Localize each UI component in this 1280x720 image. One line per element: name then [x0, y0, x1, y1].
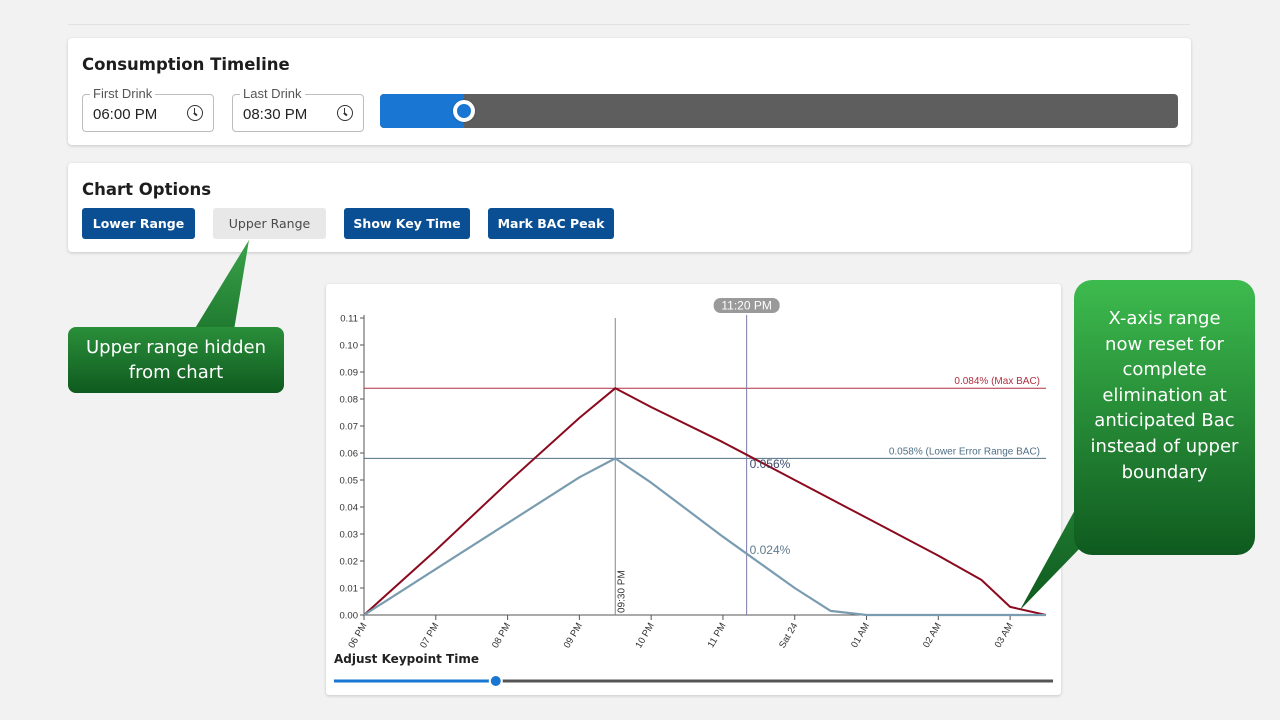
bac-chart: 0.00 0.01 0.02 0.03 0.04 0.05 0.06 0.07 0.08 0.09… [334, 298, 1053, 688]
key-time-badge-label: 11:20 PM [721, 299, 771, 313]
x-tick-label: 11 PM [706, 621, 729, 650]
y-tick-label: 0.04 [340, 503, 359, 514]
first-drink-field[interactable]: First Drink 06:00 PM [82, 86, 214, 132]
bac-chart-card: 0.00 0.01 0.02 0.03 0.04 0.05 0.06 0.07 0.08 0.09… [326, 284, 1061, 695]
reference-line-label: 0.058% (Lower Error Range BAC) [889, 446, 1040, 457]
x-tick-label: 07 PM [418, 621, 441, 650]
lower-range-button[interactable]: Lower Range [82, 208, 195, 239]
x-tick-label: 03 AM [993, 621, 1016, 650]
x-tick-label: 02 AM [921, 621, 944, 650]
keypoint-slider-label: Adjust Keypoint Time [334, 652, 479, 666]
x-tick-label: Sat 24 [777, 621, 800, 650]
reference-line-label: 0.084% (Max BAC) [954, 376, 1040, 387]
peak-time-label: 09:30 PM [616, 570, 627, 613]
mark-bac-peak-button[interactable]: Mark BAC Peak [488, 208, 614, 239]
consumption-timeline-card: Consumption Timeline First Drink 06:00 P… [68, 38, 1191, 145]
y-tick-label: 0.11 [340, 314, 358, 325]
x-axis-callout: X-axis range now reset for complete elim… [1074, 280, 1255, 555]
y-tick-label: 0.08 [340, 395, 359, 406]
y-tick-label: 0.09 [340, 368, 359, 379]
top-divider [68, 24, 1190, 25]
upper-range-button[interactable]: Upper Range [213, 208, 326, 239]
upper-range-callout-text: Upper range hidden from chart [85, 337, 267, 383]
y-tick-label: 0.01 [340, 584, 359, 595]
y-tick-label: 0.03 [340, 530, 359, 541]
first-drink-label: First Drink [90, 86, 156, 101]
series-line-lower-range [363, 457, 1046, 617]
x-axis-callout-text: X-axis range now reset for complete elim… [1090, 308, 1239, 483]
keypoint-slider-thumb[interactable] [488, 674, 503, 688]
x-tick-label: 09 PM [562, 621, 585, 650]
consumption-range-slider[interactable] [380, 94, 1178, 128]
y-tick-label: 0.07 [340, 422, 359, 433]
chart-options-card: Chart Options Lower Range Upper Range Sh… [68, 163, 1191, 252]
first-drink-value: 06:00 PM [93, 106, 158, 123]
upper-range-callout: Upper range hidden from chart [68, 327, 284, 393]
left-callout-pointer [194, 240, 249, 330]
series-line-max-bac [363, 387, 1047, 616]
y-tick-label: 0.02 [340, 557, 359, 568]
last-drink-field[interactable]: Last Drink 08:30 PM [232, 86, 364, 132]
key-value-label: 0.024% [750, 543, 791, 557]
show-key-time-button[interactable]: Show Key Time [344, 208, 470, 239]
consumption-timeline-title: Consumption Timeline [82, 55, 290, 74]
x-tick-label: 08 PM [490, 621, 513, 650]
last-drink-value: 08:30 PM [243, 106, 308, 123]
y-tick-label: 0.10 [340, 341, 359, 352]
x-tick-label: 06 PM [346, 621, 369, 650]
y-tick-label: 0.06 [340, 449, 359, 460]
slider-fill [380, 94, 464, 128]
clock-icon[interactable] [337, 105, 353, 121]
right-callout-pointer [1020, 508, 1082, 610]
y-tick-label: 0.00 [340, 611, 359, 622]
y-tick-label: 0.05 [340, 476, 359, 487]
clock-icon[interactable] [187, 105, 203, 121]
x-tick-label: 10 PM [633, 621, 656, 650]
slider-thumb[interactable] [452, 100, 475, 122]
chart-options-title: Chart Options [82, 180, 212, 199]
key-value-label: 0.056% [750, 457, 791, 471]
key-time-badge [713, 298, 780, 313]
x-tick-label: 01 AM [849, 621, 872, 650]
last-drink-label: Last Drink [240, 86, 305, 101]
